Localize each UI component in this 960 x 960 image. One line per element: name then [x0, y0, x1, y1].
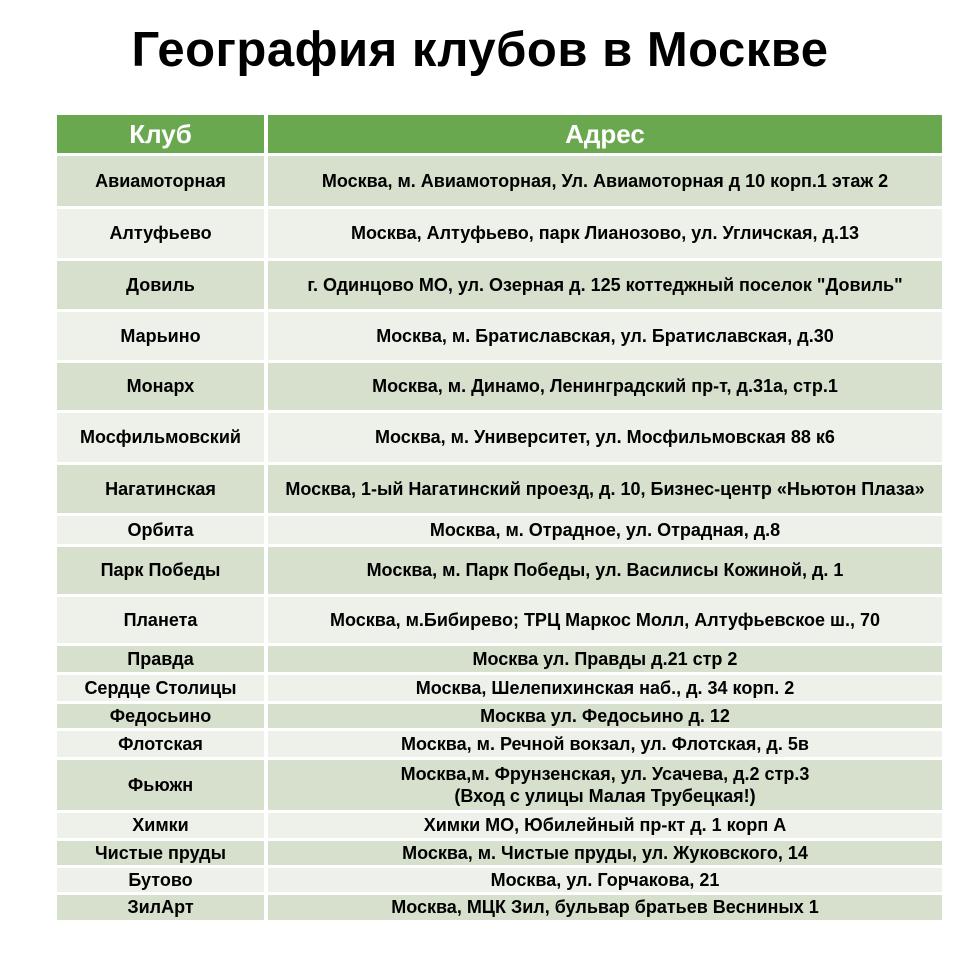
table-row: Нагатинская Москва, 1-ый Нагатинский про… — [57, 465, 942, 513]
club-cell: Фьюжн — [57, 760, 264, 810]
club-cell: Химки — [57, 813, 264, 838]
address-cell: Москва,м. Фрунзенская, ул. Усачева, д.2 … — [268, 760, 942, 810]
table-row: Флотская Москва, м. Речной вокзал, ул. Ф… — [57, 731, 942, 757]
club-cell: Правда — [57, 646, 264, 672]
address-cell: Москва, Шелепихинская наб., д. 34 корп. … — [268, 675, 942, 701]
table-row: Фьюжн Москва,м. Фрунзенская, ул. Усачева… — [57, 760, 942, 810]
table-body: Авиамоторная Москва, м. Авиамоторная, Ул… — [57, 156, 942, 920]
table-row: Федосьино Москва ул. Федосьино д. 12 — [57, 704, 942, 728]
club-cell: Нагатинская — [57, 465, 264, 513]
club-cell: Планета — [57, 597, 264, 643]
page-title: География клубов в Москве — [131, 23, 829, 77]
club-cell: ЗилАрт — [57, 895, 264, 920]
address-cell: Москва, м. Отрадное, ул. Отрадная, д.8 — [268, 516, 942, 544]
table-row: Монарх Москва, м. Динамо, Ленинградский … — [57, 363, 942, 410]
club-cell: Федосьино — [57, 704, 264, 728]
club-cell: Флотская — [57, 731, 264, 757]
address-cell: Москва, Алтуфьево, парк Лианозово, ул. У… — [268, 209, 942, 258]
address-cell: Москва, м.Бибирево; ТРЦ Маркос Молл, Алт… — [268, 597, 942, 643]
table-row: Алтуфьево Москва, Алтуфьево, парк Лианоз… — [57, 209, 942, 258]
address-cell: г. Одинцово МО, ул. Озерная д. 125 котте… — [268, 261, 942, 309]
club-cell: Парк Победы — [57, 547, 264, 594]
club-cell: Бутово — [57, 868, 264, 892]
club-cell: Довиль — [57, 261, 264, 309]
club-cell: Сердце Столицы — [57, 675, 264, 701]
address-cell: Москва, ул. Горчакова, 21 — [268, 868, 942, 892]
table-row: Мосфильмовский Москва, м. Университет, у… — [57, 413, 942, 462]
page: География клубов в Москве Клуб Адрес Ави… — [57, 23, 942, 920]
address-cell: Москва, м. Речной вокзал, ул. Флотская, … — [268, 731, 942, 757]
club-cell: Авиамоторная — [57, 156, 264, 206]
table-row: Парк Победы Москва, м. Парк Победы, ул. … — [57, 547, 942, 594]
address-cell: Москва ул. Правды д.21 стр 2 — [268, 646, 942, 672]
table-row: ЗилАрт Москва, МЦК Зил, бульвар братьев … — [57, 895, 942, 920]
table-header-row: Клуб Адрес — [57, 115, 942, 153]
table-row: Орбита Москва, м. Отрадное, ул. Отрадная… — [57, 516, 942, 544]
column-header-address: Адрес — [268, 115, 942, 153]
club-cell: Монарх — [57, 363, 264, 410]
address-cell: Москва, 1-ый Нагатинский проезд, д. 10, … — [268, 465, 942, 513]
table-row: Сердце Столицы Москва, Шелепихинская наб… — [57, 675, 942, 701]
address-cell: Москва, м. Университет, ул. Мосфильмовск… — [268, 413, 942, 462]
address-cell: Москва, м. Братиславская, ул. Братиславс… — [268, 312, 942, 360]
table-row: Чистые пруды Москва, м. Чистые пруды, ул… — [57, 841, 942, 865]
address-cell: Москва, м. Динамо, Ленинградский пр-т, д… — [268, 363, 942, 410]
address-cell: Москва, м. Парк Победы, ул. Василисы Кож… — [268, 547, 942, 594]
club-cell: Алтуфьево — [57, 209, 264, 258]
club-cell: Орбита — [57, 516, 264, 544]
table-row: Довиль г. Одинцово МО, ул. Озерная д. 12… — [57, 261, 942, 309]
club-cell: Мосфильмовский — [57, 413, 264, 462]
table-row: Авиамоторная Москва, м. Авиамоторная, Ул… — [57, 156, 942, 206]
address-cell: Москва, м. Чистые пруды, ул. Жуковского,… — [268, 841, 942, 865]
address-cell: Москва ул. Федосьино д. 12 — [268, 704, 942, 728]
table-row: Химки Химки МО, Юбилейный пр-кт д. 1 кор… — [57, 813, 942, 838]
table-row: Правда Москва ул. Правды д.21 стр 2 — [57, 646, 942, 672]
address-cell: Химки МО, Юбилейный пр-кт д. 1 корп А — [268, 813, 942, 838]
address-cell: Москва, МЦК Зил, бульвар братьев Веснины… — [268, 895, 942, 920]
table-row: Марьино Москва, м. Братиславская, ул. Бр… — [57, 312, 942, 360]
clubs-table: Клуб Адрес Авиамоторная Москва, м. Авиам… — [57, 115, 942, 920]
table-row: Бутово Москва, ул. Горчакова, 21 — [57, 868, 942, 892]
address-cell: Москва, м. Авиамоторная, Ул. Авиамоторна… — [268, 156, 942, 206]
club-cell: Чистые пруды — [57, 841, 264, 865]
club-cell: Марьино — [57, 312, 264, 360]
table-row: Планета Москва, м.Бибирево; ТРЦ Маркос М… — [57, 597, 942, 643]
column-header-club: Клуб — [57, 115, 264, 153]
